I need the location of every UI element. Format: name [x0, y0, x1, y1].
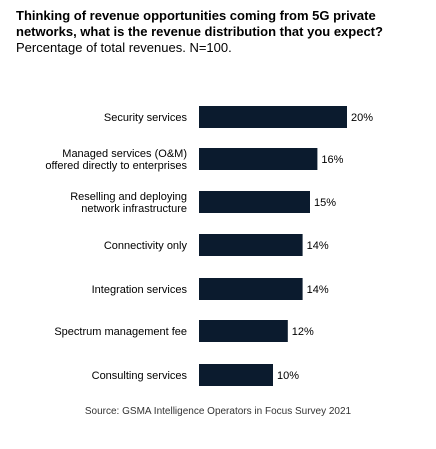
value-label-6: 10%: [277, 370, 299, 382]
category-label-4: Integration services: [92, 284, 188, 296]
category-label-2: Reselling and deploying network infrastru…: [70, 191, 187, 215]
category-label-0: Security services: [104, 112, 188, 124]
bar-5: [199, 320, 288, 342]
bar-1: [199, 148, 318, 170]
bar-4: [199, 278, 303, 300]
chart-title: Thinking of revenue opportunities coming…: [16, 8, 383, 39]
category-label-3: Connectivity only: [104, 240, 188, 252]
value-label-1: 16%: [321, 154, 343, 166]
bar-0: [199, 106, 347, 128]
value-label-4: 14%: [307, 284, 329, 296]
bar-6: [199, 364, 273, 386]
chart-source: Source: GSMA Intelligence Operators in F…: [84, 406, 352, 417]
value-label-5: 12%: [292, 326, 314, 338]
value-label-3: 14%: [307, 240, 329, 252]
category-label-6: Consulting services: [92, 370, 188, 382]
bar-2: [199, 191, 310, 213]
bar-3: [199, 234, 303, 256]
category-label-1: Managed services (O&M) offered directly t…: [45, 148, 187, 172]
value-label-0: 20%: [351, 112, 373, 124]
chart-subtitle: Percentage of total revenues. N=100.: [16, 40, 232, 55]
category-label-5: Spectrum management fee: [54, 326, 187, 338]
value-label-2: 15%: [314, 197, 336, 209]
